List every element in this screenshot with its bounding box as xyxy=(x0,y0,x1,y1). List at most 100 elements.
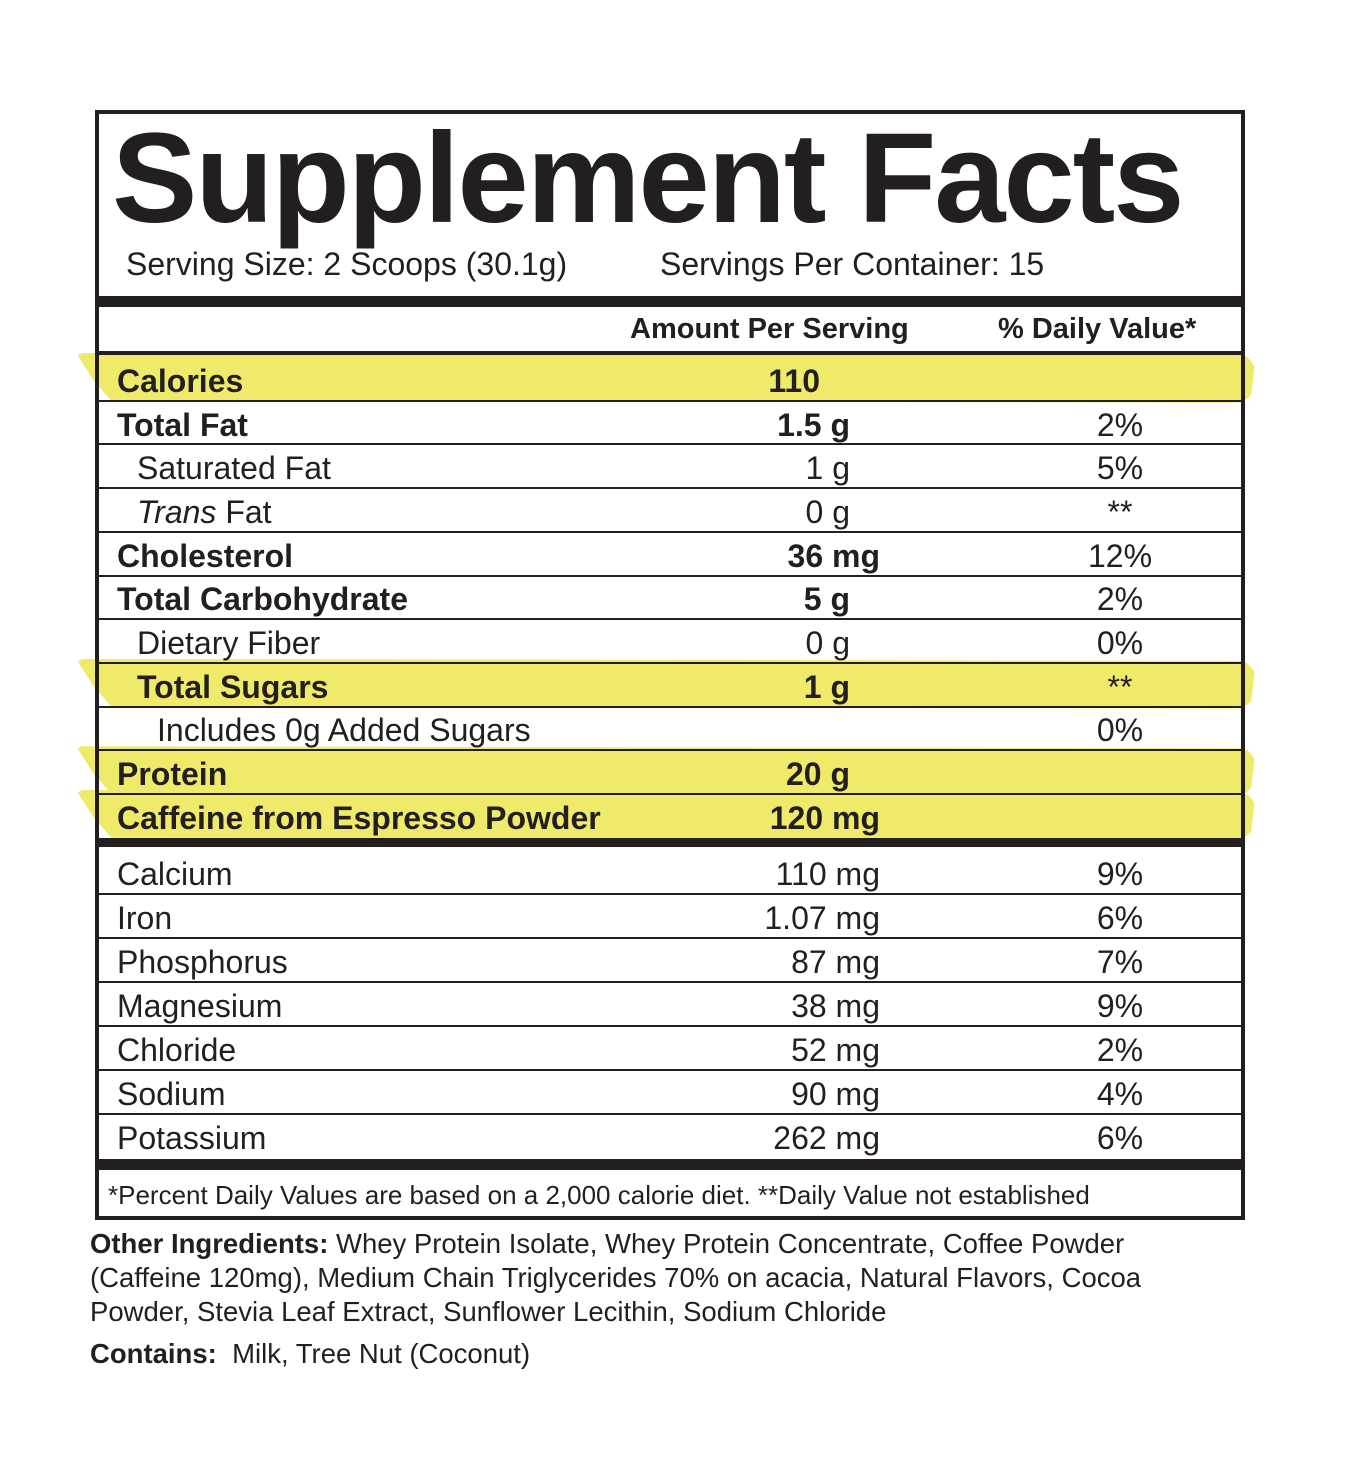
nutrient-name: Dietary Fiber xyxy=(137,627,320,659)
amount: 1 g xyxy=(803,668,850,705)
contains: Contains: Milk, Tree Nut (Coconut) xyxy=(90,1337,1240,1371)
row-divider xyxy=(97,574,1243,577)
servings-per-container: Servings Per Container: 15 xyxy=(660,246,1045,282)
daily-value: 2% xyxy=(1096,581,1144,618)
contains-text: Milk, Tree Nut (Coconut) xyxy=(232,1338,531,1369)
row-divider xyxy=(97,749,1243,752)
row-divider xyxy=(97,1025,1243,1027)
nutrient-name: Includes 0g Added Sugars xyxy=(157,714,531,746)
daily-value: 6% xyxy=(1096,1120,1144,1156)
row-highlight xyxy=(76,790,1256,840)
row-divider xyxy=(97,1069,1243,1071)
amount: 1 g xyxy=(805,450,850,487)
row-divider xyxy=(97,981,1243,983)
nutrient-name: Caffeine from Espresso Powder xyxy=(117,802,601,834)
amount: 20 g xyxy=(785,756,850,793)
row-divider xyxy=(97,793,1243,795)
nutrient-name-text: Fat xyxy=(225,493,272,530)
nutrient-name-text: Total Carbohydrate xyxy=(117,581,408,618)
nutrient-name: Protein xyxy=(117,758,227,790)
amount: 262 mg xyxy=(773,1120,880,1156)
serving-size: Serving Size: 2 Scoops (30.1g) xyxy=(126,246,568,282)
amount: 5 g xyxy=(803,581,850,618)
nutrient-name-text: Phosphorus xyxy=(117,944,288,980)
ingredients-label: Other Ingredients: xyxy=(90,1228,329,1259)
row-highlight xyxy=(76,658,1256,709)
row-divider xyxy=(97,893,1243,895)
nutrient-name-text: Calcium xyxy=(117,856,233,892)
header-divider xyxy=(95,351,1245,355)
nutrient-name: Trans Fat xyxy=(137,496,272,528)
amount: 110 mg xyxy=(775,856,880,892)
row-divider xyxy=(97,399,1243,402)
thick-divider xyxy=(95,296,1245,307)
nutrient-name-text: Iron xyxy=(117,900,173,936)
nutrient-name-text: Cholesterol xyxy=(117,537,294,574)
nutrient-name: Iron xyxy=(117,902,172,934)
daily-value: 0% xyxy=(1096,625,1144,662)
amount: 36 mg xyxy=(787,537,880,574)
thick-divider xyxy=(95,838,1245,847)
label-title: Supplement Facts xyxy=(112,107,1184,250)
row-highlight xyxy=(76,746,1256,796)
nutrient-name-text: Potassium xyxy=(117,1120,267,1156)
nutrient-name: Cholesterol xyxy=(117,540,293,572)
nutrient-name-text: Chloride xyxy=(117,1032,237,1068)
amount: 120 mg xyxy=(769,799,880,836)
row-divider xyxy=(97,530,1243,533)
nutrient-name: Potassium xyxy=(117,1122,266,1154)
amount: 52 mg xyxy=(791,1032,880,1068)
row-divider xyxy=(97,661,1243,664)
label-box xyxy=(95,110,1245,1220)
nutrient-name-text: Calories xyxy=(117,362,244,399)
daily-value: ** xyxy=(1107,668,1133,705)
other-ingredients: Other Ingredients: Whey Protein Isolate,… xyxy=(90,1227,1240,1329)
nutrient-name: Total Carbohydrate xyxy=(117,583,408,615)
amount: 90 mg xyxy=(791,1076,880,1112)
row-divider xyxy=(97,618,1243,621)
daily-value: 2% xyxy=(1096,406,1144,443)
row-divider xyxy=(97,937,1243,939)
daily-value: 4% xyxy=(1096,1076,1144,1112)
amount: 110 xyxy=(768,362,820,399)
row-divider xyxy=(97,705,1243,708)
nutrient-name-text: Dietary Fiber xyxy=(137,625,321,662)
contains-label: Contains: xyxy=(90,1338,217,1369)
row-divider xyxy=(97,487,1243,490)
ingredients-text: Whey Protein Isolate, Whey Protein Conce… xyxy=(90,1228,1142,1327)
nutrient-name: Sodium xyxy=(117,1078,226,1110)
daily-value: 6% xyxy=(1096,900,1144,936)
nutrient-name: Total Fat xyxy=(117,409,248,441)
nutrient-name-text: Total Sugars xyxy=(137,668,329,705)
nutrient-name-text: Saturated Fat xyxy=(137,450,331,487)
daily-value: 2% xyxy=(1096,1032,1144,1068)
nutrient-name: Total Sugars xyxy=(137,671,328,703)
footnote: *Percent Daily Values are based on a 2,0… xyxy=(108,1180,1090,1210)
amount: 1.5 g xyxy=(777,406,850,443)
row-divider xyxy=(97,1113,1243,1115)
amount: 1.07 mg xyxy=(764,900,880,936)
nutrient-name-text: Protein xyxy=(117,756,228,793)
nutrient-name-text: Magnesium xyxy=(117,988,283,1024)
nutrient-name-text: Total Fat xyxy=(117,406,248,443)
thick-divider xyxy=(95,1159,1245,1170)
daily-value: 9% xyxy=(1096,988,1144,1024)
row-highlight xyxy=(76,353,1256,403)
amount: 38 mg xyxy=(791,988,880,1024)
nutrient-name-text: Caffeine from Espresso Powder xyxy=(117,799,601,836)
amount-header: Amount Per Serving xyxy=(630,313,909,345)
daily-value: 12% xyxy=(1087,537,1153,574)
daily-value: 7% xyxy=(1096,944,1144,980)
daily-value: 0% xyxy=(1096,712,1144,749)
nutrient-name: Phosphorus xyxy=(117,946,288,978)
nutrient-name: Calories xyxy=(117,365,243,397)
nutrient-name-text: Sodium xyxy=(117,1076,226,1112)
nutrient-name: Saturated Fat xyxy=(137,452,331,484)
amount: 87 mg xyxy=(791,944,880,980)
nutrient-name: Magnesium xyxy=(117,990,282,1022)
nutrient-name: Chloride xyxy=(117,1034,236,1066)
nutrient-name-italic: Trans xyxy=(137,493,217,530)
amount: 0 g xyxy=(805,625,850,662)
row-divider xyxy=(97,443,1243,446)
